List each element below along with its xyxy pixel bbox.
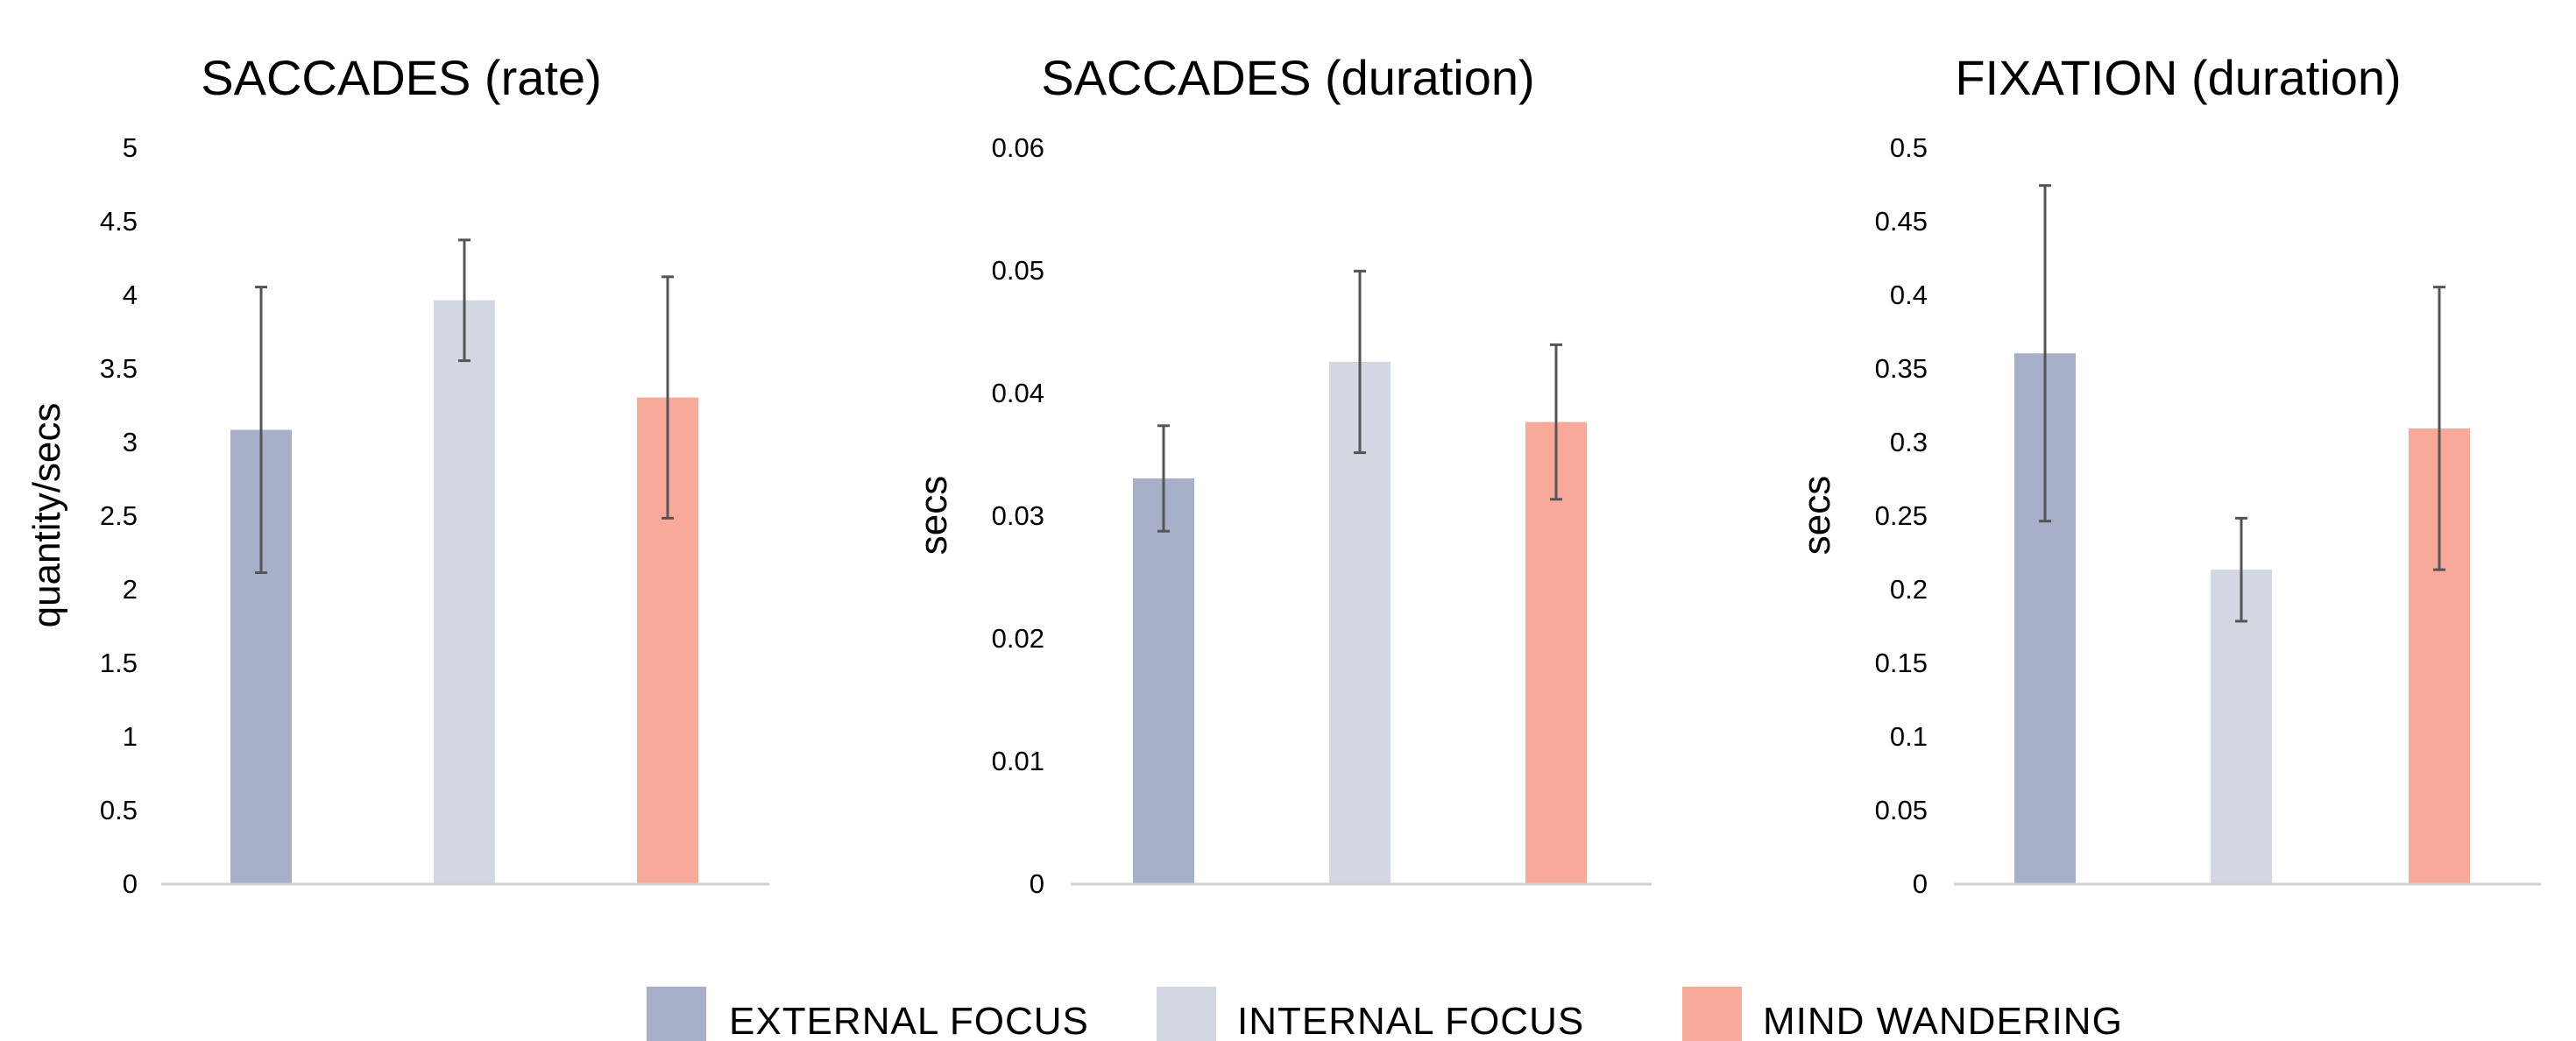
y-tick-label: 2.5	[100, 500, 138, 531]
legend-label: EXTERNAL FOCUS	[729, 1000, 1089, 1041]
chart-panels: SACCADES (rate) quantity/secs 0 0.5 1 1.5 2 2.5…	[25, 50, 2541, 899]
y-tick-label: 4.5	[100, 206, 138, 237]
legend-swatch	[647, 987, 706, 1041]
y-tick-label: 0.5	[100, 795, 138, 825]
y-tick-label: 0.03	[992, 500, 1044, 531]
y-tick-label: 0.01	[992, 746, 1044, 776]
panel-title: SACCADES (rate)	[201, 50, 601, 105]
y-tick-label: 3	[123, 427, 138, 457]
y-tick-label: 0.1	[1890, 721, 1928, 752]
y-tick-label: 0.3	[1890, 427, 1928, 457]
y-tick-label: 0.45	[1875, 206, 1928, 237]
y-tick-label: 4	[123, 280, 138, 310]
y-tick-label: 1	[123, 721, 138, 752]
legend-item-external-focus: EXTERNAL FOCUS	[647, 987, 1089, 1041]
y-tick-label: 0	[1913, 868, 1928, 899]
chart-legend: EXTERNAL FOCUS INTERNAL FOCUS MIND WANDERI…	[647, 987, 2123, 1041]
y-tick-label: 0.35	[1875, 353, 1928, 384]
y-tick-label: 0.2	[1890, 574, 1928, 605]
y-tick-label: 0.05	[1875, 795, 1928, 825]
y-tick-label: 0.02	[992, 623, 1044, 654]
y-tick-label: 0.4	[1890, 280, 1928, 310]
y-tick-label: 0.5	[1890, 132, 1928, 163]
y-tick-label: 5	[123, 132, 138, 163]
chart-panel-1: SACCADES (rate) quantity/secs 0 0.5 1 1.5 2 2.5…	[25, 50, 769, 899]
y-tick-label: 0.04	[992, 378, 1044, 408]
y-tick-label: 1.5	[100, 648, 138, 678]
panel-title: FIXATION (duration)	[1955, 50, 2401, 105]
y-axis-label: secs	[1795, 476, 1838, 555]
y-tick-label: 2	[123, 574, 138, 605]
y-tick-label: 3.5	[100, 353, 138, 384]
y-tick-label: 0.15	[1875, 648, 1928, 678]
legend-swatch	[1682, 987, 1742, 1041]
panel-title: SACCADES (duration)	[1041, 50, 1534, 105]
legend-item-internal-focus: INTERNAL FOCUS	[1157, 987, 1584, 1041]
y-tick-label: 0.25	[1875, 500, 1928, 531]
y-tick-label: 0.06	[992, 132, 1044, 163]
bar-external-focus	[1133, 478, 1194, 883]
y-axis-label: quantity/secs	[25, 403, 68, 628]
y-tick-label: 0	[1030, 868, 1044, 899]
y-axis-label: secs	[912, 476, 955, 555]
bar-internal-focus	[434, 300, 495, 884]
chart-panel-3: FIXATION (duration) secs 0 0.05 0.1 0.15 0.2 0.…	[1795, 50, 2541, 899]
legend-item-mind-wandering: MIND WANDERING	[1682, 987, 2123, 1041]
legend-swatch	[1157, 987, 1216, 1041]
legend-label: MIND WANDERING	[1763, 1000, 2123, 1041]
y-tick-label: 0	[123, 868, 138, 899]
legend-label: INTERNAL FOCUS	[1237, 1000, 1584, 1041]
chart-panel-2: SACCADES (duration) secs 0 0.01 0.02 0.03 0.04…	[912, 50, 1652, 899]
y-tick-label: 0.05	[992, 255, 1044, 286]
